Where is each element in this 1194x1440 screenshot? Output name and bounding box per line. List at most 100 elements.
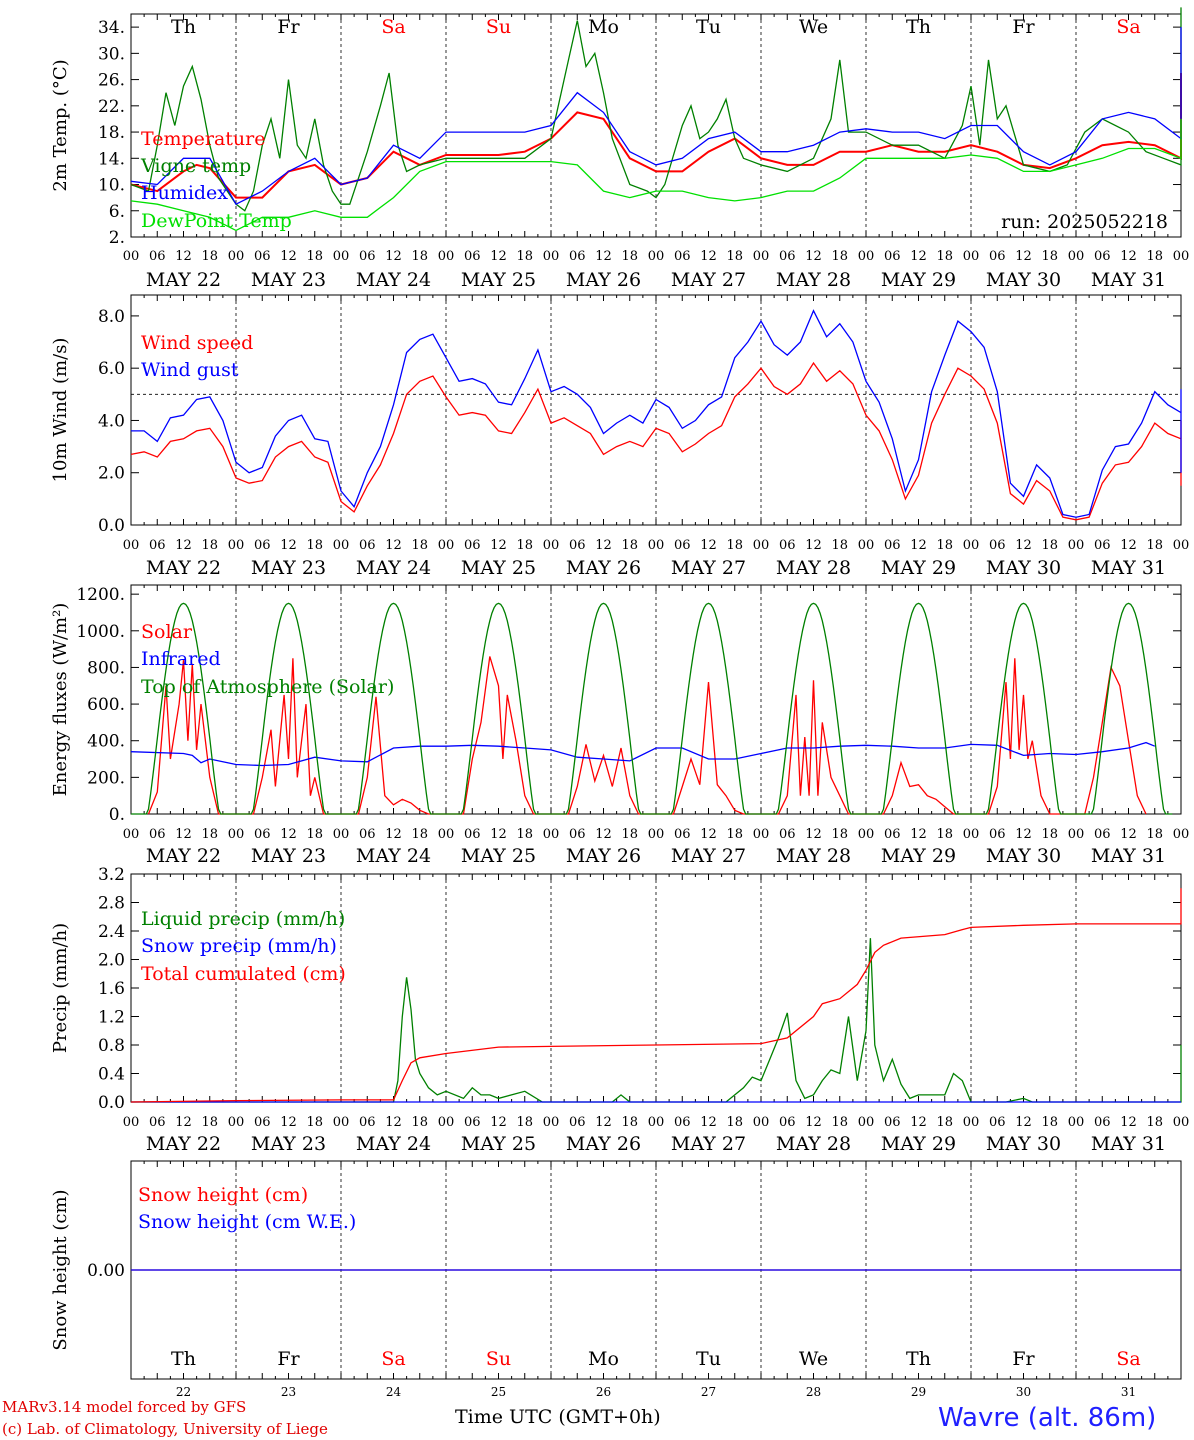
day-number-label: 22 — [176, 1385, 191, 1399]
hour-label: 00 — [858, 538, 875, 553]
hour-label: 12 — [805, 1115, 822, 1130]
y-tick-label: 2. — [109, 228, 125, 248]
y-tick-label: 800. — [87, 658, 125, 678]
y-tick-label: 22. — [98, 97, 125, 117]
date-label: MAY 26 — [566, 269, 641, 291]
hour-label: 18 — [1041, 538, 1058, 553]
date-label: MAY 22 — [146, 1133, 221, 1155]
hour-label: 06 — [1094, 1115, 1111, 1130]
hour-label: 18 — [621, 538, 638, 553]
legend-label: Top of Atmosphere (Solar) — [141, 676, 394, 698]
hour-label: 18 — [831, 827, 848, 842]
hour-label: 06 — [989, 1115, 1006, 1130]
weekday-label: Th — [906, 16, 931, 38]
day-number-label: 24 — [386, 1385, 402, 1399]
hour-label: 12 — [490, 538, 507, 553]
hour-label: 12 — [805, 249, 822, 264]
date-label: MAY 26 — [566, 845, 641, 867]
y-tick-label: 1.2 — [98, 1008, 125, 1028]
hour-label: 12 — [175, 249, 192, 264]
legend-label: Wind gust — [141, 359, 239, 381]
y-tick-label: 26. — [98, 71, 125, 91]
y-tick-label: 8.0 — [98, 307, 125, 327]
weekday-label: Sa — [1116, 1348, 1140, 1370]
weekday-label: Fr — [277, 1348, 300, 1370]
legend-label: Snow height (cm W.E.) — [138, 1211, 356, 1233]
weekday-label: Th — [171, 1348, 196, 1370]
hour-label: 06 — [779, 1115, 796, 1130]
panel-3 — [130, 584, 1182, 815]
hour-label: 06 — [254, 1115, 271, 1130]
panel-4 — [130, 873, 1182, 1103]
hour-label: 18 — [1146, 827, 1163, 842]
hour-label: 00 — [333, 827, 350, 842]
hour-label: 18 — [831, 1115, 848, 1130]
date-label: MAY 26 — [566, 557, 641, 579]
hour-label: 12 — [385, 249, 402, 264]
hour-label: 18 — [726, 827, 743, 842]
date-label: MAY 23 — [251, 557, 326, 579]
hour-label: 18 — [201, 538, 218, 553]
legend-label: Infrared — [141, 648, 221, 670]
panel-5 — [130, 1160, 1182, 1380]
date-label: MAY 24 — [356, 1133, 431, 1155]
date-label: MAY 23 — [251, 269, 326, 291]
hour-label: 06 — [464, 249, 481, 264]
hour-label: 18 — [1041, 249, 1058, 264]
hour-label: 06 — [989, 249, 1006, 264]
series-line-infrared — [130, 741, 1156, 767]
hour-label: 12 — [595, 249, 612, 264]
hour-label: 00 — [123, 1115, 140, 1130]
hour-label: 00 — [543, 827, 560, 842]
hour-label: 12 — [910, 249, 927, 264]
hour-label: 18 — [936, 249, 953, 264]
y-axis-title: Precip (mm/h) — [50, 923, 71, 1053]
y-tick-label: 2.8 — [98, 894, 125, 914]
hour-label: 06 — [1094, 538, 1111, 553]
date-label: MAY 30 — [986, 557, 1061, 579]
date-label: MAY 25 — [461, 269, 536, 291]
y-tick-label: 6.0 — [98, 359, 125, 379]
hour-label: 00 — [228, 827, 245, 842]
weekday-label: We — [799, 1348, 828, 1370]
y-tick-label: 0.0 — [98, 516, 125, 536]
hour-label: 18 — [306, 1115, 323, 1130]
station-label: Wavre (alt. 86m) — [938, 1403, 1157, 1433]
panel-frame — [130, 13, 1182, 238]
weekday-label: Fr — [1012, 1348, 1035, 1370]
hour-label: 00 — [753, 249, 770, 264]
hour-label: 18 — [726, 249, 743, 264]
weekday-label: Th — [171, 16, 196, 38]
hour-label: 00 — [753, 538, 770, 553]
legend-label: Vigne temp — [140, 155, 251, 177]
hour-label: 12 — [1015, 827, 1032, 842]
hour-label: 06 — [149, 538, 166, 553]
weekday-label: Mo — [588, 16, 619, 38]
hour-label: 06 — [464, 538, 481, 553]
model-credit: MARv3.14 model forced by GFS — [2, 1398, 247, 1416]
hour-label: 00 — [543, 1115, 560, 1130]
y-tick-label: 1000. — [76, 622, 125, 642]
hour-label: 12 — [805, 538, 822, 553]
hour-label: 12 — [490, 1115, 507, 1130]
hour-label: 12 — [490, 249, 507, 264]
hour-label: 18 — [411, 1115, 428, 1130]
hour-label: 06 — [1094, 249, 1111, 264]
hour-label: 18 — [516, 827, 533, 842]
date-label: MAY 27 — [671, 1133, 746, 1155]
hour-label: 18 — [726, 538, 743, 553]
date-label: MAY 31 — [1091, 845, 1166, 867]
hour-label: 12 — [1015, 1115, 1032, 1130]
hour-label: 18 — [621, 249, 638, 264]
hour-label: 12 — [1120, 1115, 1137, 1130]
hour-label: 06 — [254, 249, 271, 264]
hour-label: 06 — [149, 249, 166, 264]
hour-label: 18 — [1041, 827, 1058, 842]
y-axis-title: Snow height (cm) — [50, 1189, 71, 1350]
hour-label: 18 — [936, 538, 953, 553]
hour-label: 06 — [884, 249, 901, 264]
y-tick-label: 400. — [87, 732, 125, 752]
hour-label: 18 — [831, 249, 848, 264]
y-tick-label: 34. — [98, 18, 125, 38]
series-line-humidex — [130, 27, 1182, 206]
